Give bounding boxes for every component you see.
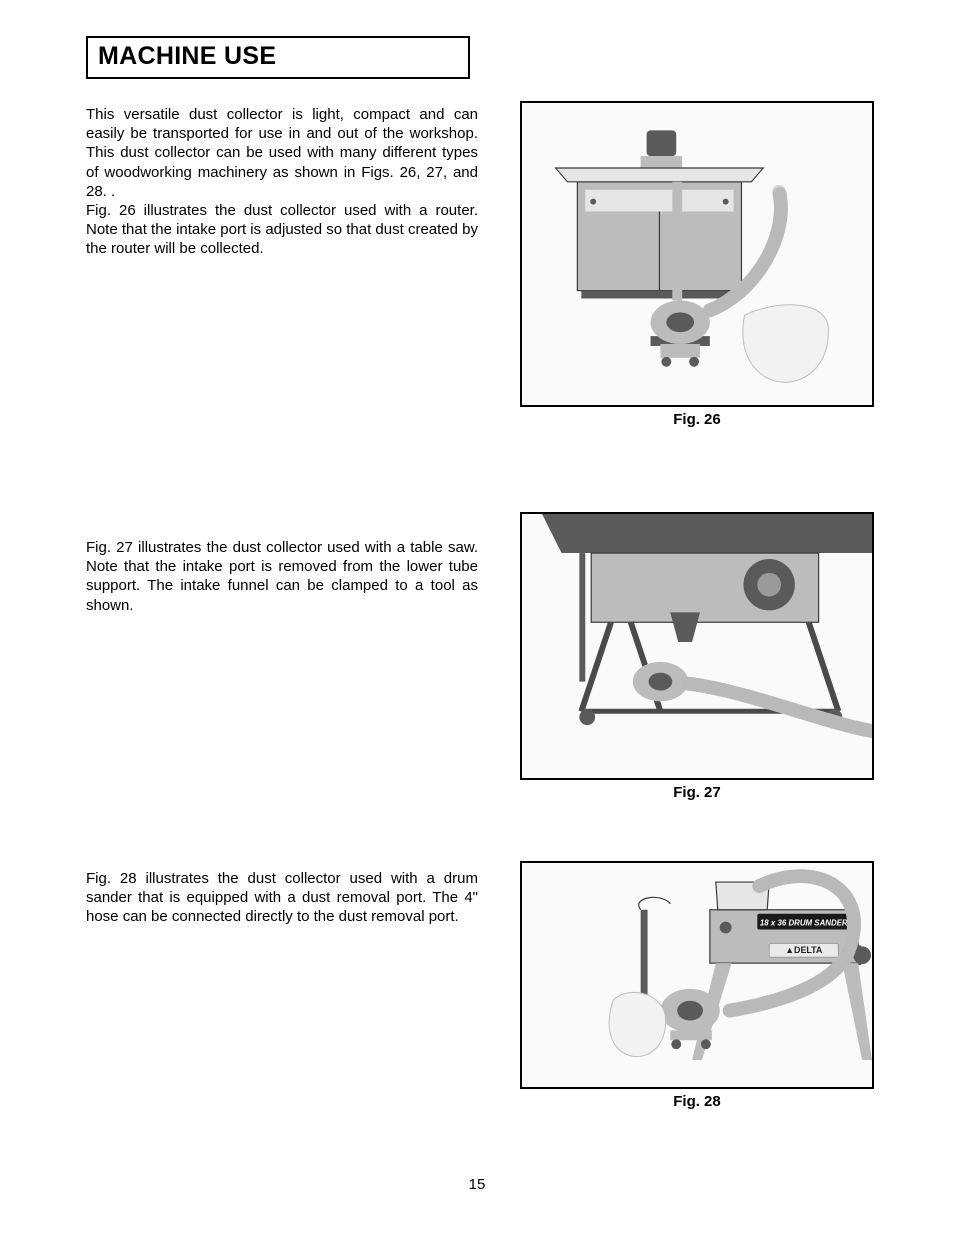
page-number: 15 (0, 1176, 954, 1193)
fig28-desc: Fig. 28 illustrates the dust collector u… (86, 869, 478, 927)
fig26-image (520, 101, 874, 407)
row-fig27: Fig. 27 illustrates the dust collector u… (86, 512, 874, 801)
fig28-caption: Fig. 28 (520, 1093, 874, 1110)
fig26-col: Fig. 26 (520, 101, 874, 428)
intro-paragraph: This versatile dust collector is light, … (86, 105, 478, 201)
drum-sander-label: 18 x 36 DRUM SANDER (760, 919, 848, 928)
fig26-desc: Fig. 26 illustrates the dust collector u… (86, 201, 478, 259)
fig28-col: 18 x 36 DRUM SANDER ▲DELTA (520, 861, 874, 1110)
row-fig26: This versatile dust collector is light, … (86, 101, 874, 428)
brand-label: ▲DELTA (785, 945, 823, 955)
fig28-image: 18 x 36 DRUM SANDER ▲DELTA (520, 861, 874, 1089)
fig27-image (520, 512, 874, 780)
text-col-fig27: Fig. 27 illustrates the dust collector u… (86, 512, 478, 615)
text-col-fig28: Fig. 28 illustrates the dust collector u… (86, 861, 478, 927)
fig26-caption: Fig. 26 (520, 411, 874, 428)
section-header-box: MACHINE USE (86, 36, 470, 79)
fig27-caption: Fig. 27 (520, 784, 874, 801)
page-body: MACHINE USE This versatile dust collecto… (0, 0, 954, 1110)
fig27-desc: Fig. 27 illustrates the dust collector u… (86, 538, 478, 615)
row-fig28: Fig. 28 illustrates the dust collector u… (86, 861, 874, 1110)
section-title: MACHINE USE (98, 42, 458, 71)
text-col-fig26: This versatile dust collector is light, … (86, 101, 478, 259)
fig27-col: Fig. 27 (520, 512, 874, 801)
